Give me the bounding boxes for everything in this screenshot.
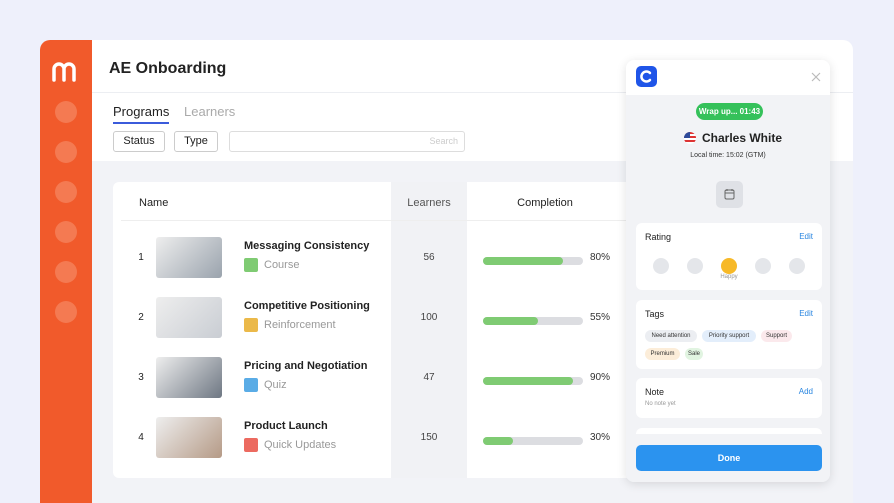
progress-fill bbox=[483, 437, 513, 445]
nav-item[interactable] bbox=[55, 181, 77, 203]
filter-button[interactable]: Status bbox=[113, 131, 165, 152]
program-name[interactable]: Messaging Consistency bbox=[244, 240, 370, 252]
progress-track bbox=[483, 437, 583, 445]
thumbnail bbox=[156, 417, 222, 458]
calendar-icon bbox=[724, 189, 735, 200]
thumbnail bbox=[156, 357, 222, 398]
row-index: 3 bbox=[138, 372, 144, 383]
card-action[interactable]: Edit bbox=[799, 309, 813, 318]
completion-label: 90% bbox=[590, 372, 611, 383]
learners-column-bg bbox=[391, 182, 467, 478]
rating-face[interactable] bbox=[755, 258, 771, 274]
card-title: Note bbox=[645, 387, 665, 397]
learners-count: 47 bbox=[423, 372, 435, 383]
card-action[interactable]: Edit bbox=[799, 232, 813, 241]
learners-count: 100 bbox=[420, 312, 438, 323]
thumbnail bbox=[156, 237, 222, 278]
header-divider bbox=[92, 92, 853, 93]
column-header: Learners bbox=[407, 197, 451, 209]
tag-chip[interactable]: Sale bbox=[685, 348, 703, 360]
contact-name: Charles White bbox=[702, 131, 783, 145]
nav-item[interactable] bbox=[55, 301, 77, 323]
nav-item[interactable] bbox=[55, 101, 77, 123]
completion-label: 30% bbox=[590, 432, 611, 443]
filter-button[interactable]: Type bbox=[174, 131, 218, 152]
row-index: 2 bbox=[138, 312, 144, 323]
calendar-button[interactable] bbox=[716, 181, 743, 208]
progress-fill bbox=[483, 257, 563, 265]
timer-pill: Wrap up... 01:43 bbox=[696, 103, 763, 120]
rating-face[interactable] bbox=[721, 258, 737, 274]
card-title: Tags bbox=[645, 309, 665, 319]
program-name[interactable]: Product Launch bbox=[244, 420, 328, 432]
nav-item[interactable] bbox=[55, 141, 77, 163]
type-badge bbox=[244, 318, 258, 332]
rating-face[interactable] bbox=[653, 258, 669, 274]
brand-icon bbox=[636, 66, 657, 87]
type-badge bbox=[244, 438, 258, 452]
search-input[interactable]: Search bbox=[229, 131, 465, 152]
program-name[interactable]: Competitive Positioning bbox=[244, 300, 370, 312]
page-title: AE Onboarding bbox=[109, 60, 227, 77]
rating-face[interactable] bbox=[789, 258, 805, 274]
thumbnail bbox=[156, 297, 222, 338]
logo bbox=[52, 62, 76, 82]
program-type: Quick Updates bbox=[264, 439, 337, 451]
rating-card bbox=[636, 223, 822, 290]
progress-fill bbox=[483, 377, 573, 385]
completion-label: 80% bbox=[590, 252, 611, 263]
row-index: 1 bbox=[138, 252, 144, 263]
type-badge bbox=[244, 258, 258, 272]
tag-chip[interactable]: Priority support bbox=[702, 330, 756, 342]
tag-chip[interactable]: Premium bbox=[645, 348, 680, 360]
tag-chip[interactable]: Need attention bbox=[645, 330, 697, 342]
progress-fill bbox=[483, 317, 538, 325]
nav-item[interactable] bbox=[55, 221, 77, 243]
program-type: Reinforcement bbox=[264, 319, 336, 331]
type-badge bbox=[244, 378, 258, 392]
note-card bbox=[636, 378, 822, 418]
tab[interactable]: Programs bbox=[113, 104, 170, 124]
column-header: Name bbox=[139, 197, 169, 209]
close-button[interactable] bbox=[811, 72, 821, 82]
local-time: Local time: 15:02 (GTM) bbox=[690, 152, 766, 159]
program-type: Course bbox=[264, 259, 300, 271]
header-divider bbox=[121, 220, 633, 221]
flag bbox=[684, 132, 696, 144]
nav-item[interactable] bbox=[55, 261, 77, 283]
done-button[interactable]: Done bbox=[636, 445, 822, 471]
tag-chip[interactable]: Support bbox=[761, 330, 792, 342]
brand-glyph bbox=[640, 70, 652, 83]
row-index: 4 bbox=[138, 432, 144, 443]
card-action[interactable]: Add bbox=[798, 387, 813, 396]
learners-count: 150 bbox=[420, 432, 438, 443]
column-header: Completion bbox=[517, 197, 573, 209]
rating-face[interactable] bbox=[687, 258, 703, 274]
completion-label: 55% bbox=[590, 312, 611, 323]
program-name[interactable]: Pricing and Negotiation bbox=[244, 360, 368, 372]
tab[interactable]: Learners bbox=[184, 104, 236, 119]
card-title: Rating bbox=[645, 232, 672, 242]
program-type: Quiz bbox=[264, 379, 287, 391]
rating-label: Happy bbox=[720, 274, 738, 280]
note-text: No note yet bbox=[645, 401, 676, 407]
learners-count: 56 bbox=[423, 252, 435, 263]
panel-header bbox=[626, 60, 830, 95]
